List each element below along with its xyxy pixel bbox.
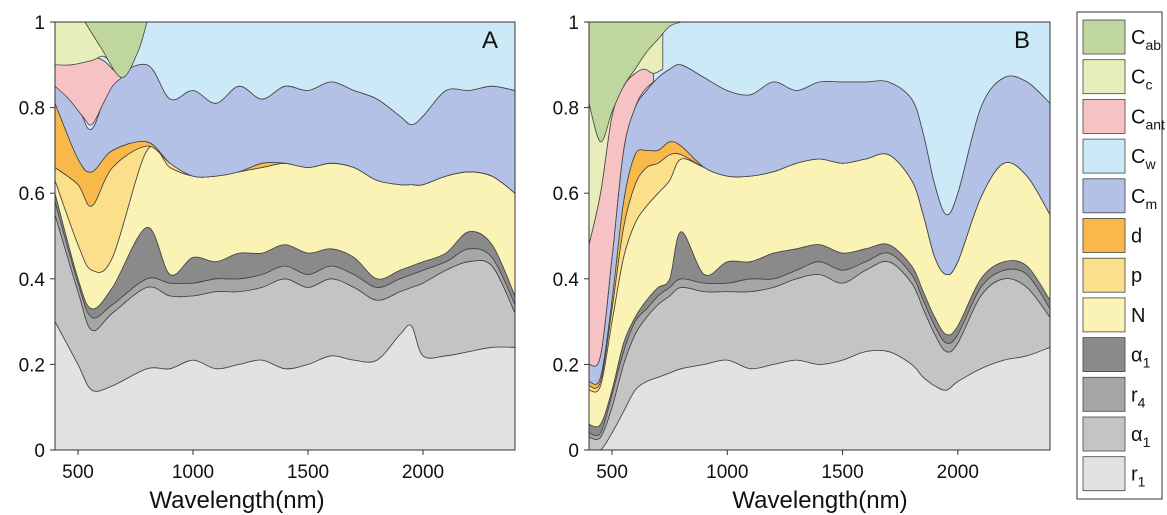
legend-label-base: d bbox=[1131, 226, 1142, 248]
panel-b-x-tick-label: 1500 bbox=[821, 462, 863, 483]
legend-label-r4: r4 bbox=[1131, 384, 1146, 410]
panel-b-y-tick-label: 0.2 bbox=[553, 355, 579, 376]
panel-a-y-tick-label: 0.6 bbox=[19, 184, 45, 205]
legend-swatch-Cm bbox=[1082, 178, 1126, 214]
legend-swatch-d bbox=[1082, 218, 1126, 253]
legend-label-base: α bbox=[1131, 424, 1143, 446]
legend-label-subscript: 1 bbox=[1143, 355, 1151, 371]
legend-label-base: r bbox=[1131, 464, 1138, 486]
panel-a-band-Cab bbox=[84, 22, 148, 78]
legend-label-Cc: Cc bbox=[1131, 67, 1152, 93]
legend-label-base: p bbox=[1131, 265, 1142, 287]
legend-swatch-alpha1_upper bbox=[1082, 337, 1126, 373]
legend-label-subscript: 4 bbox=[1138, 394, 1146, 410]
legend-label-subscript: 1 bbox=[1143, 434, 1151, 450]
legend-swatch-Cant bbox=[1082, 99, 1126, 134]
legend-label-Cm: Cm bbox=[1131, 186, 1157, 212]
legend-swatch-r4 bbox=[1082, 376, 1126, 412]
panel-b-y-tick-label: 0.8 bbox=[553, 99, 579, 120]
panel-b-x-axis-label: Wavelength(nm) bbox=[732, 487, 907, 514]
legend-label-base: C bbox=[1131, 67, 1145, 89]
legend-swatch-N bbox=[1082, 297, 1126, 333]
legend-label-subscript: w bbox=[1144, 156, 1156, 172]
panel-b-band-Cw bbox=[589, 22, 1050, 367]
legend-label-alpha1_upper: α1 bbox=[1131, 345, 1151, 371]
panel-b-y-tick-label: 0.6 bbox=[553, 184, 579, 205]
legend-swatch-p bbox=[1082, 257, 1126, 293]
panel-b-x-tick-label: 1000 bbox=[706, 462, 748, 483]
panel-b-letter: B bbox=[1014, 27, 1030, 54]
legend-label-subscript: m bbox=[1145, 196, 1157, 212]
legend-label-N: N bbox=[1131, 305, 1145, 327]
panel-a-x-tick-label: 2000 bbox=[402, 462, 444, 483]
panel-a-y-tick-label: 0.2 bbox=[19, 355, 45, 376]
panel-b-y-tick-label: 0.4 bbox=[553, 270, 580, 291]
legend-label-subscript: ant bbox=[1145, 116, 1165, 132]
panel-a-y-tick-label: 1 bbox=[34, 13, 45, 34]
panel-b-y-tick-label: 0 bbox=[568, 441, 579, 462]
legend-label-base: C bbox=[1131, 106, 1145, 128]
legend-label-base: C bbox=[1131, 186, 1145, 208]
legend-swatch-Cab bbox=[1082, 19, 1126, 55]
panel-b-plot-area bbox=[589, 22, 1050, 450]
panel-a-letter: A bbox=[482, 27, 498, 54]
legend-label-base: r bbox=[1131, 384, 1138, 406]
panel-a-x-tick-label: 500 bbox=[62, 462, 94, 483]
panel-a-y-tick-label: 0 bbox=[34, 441, 45, 462]
legend-label-subscript: c bbox=[1145, 77, 1152, 93]
legend-label-base: α bbox=[1131, 345, 1143, 367]
legend-swatch-Cw bbox=[1082, 138, 1126, 174]
panel-a-x-tick-label: 1000 bbox=[172, 462, 214, 483]
legend-label-d: d bbox=[1131, 226, 1142, 248]
legend-label-Cw: Cw bbox=[1131, 146, 1156, 172]
panel-a-frame bbox=[54, 21, 516, 451]
legend-label-subscript: 1 bbox=[1138, 474, 1146, 490]
legend-swatch-r1 bbox=[1082, 456, 1126, 492]
panel-a-x-axis-label: Wavelength(nm) bbox=[149, 487, 324, 514]
panel-b-x-tick-label: 500 bbox=[596, 462, 628, 483]
legend-label-r1: r1 bbox=[1131, 464, 1146, 490]
panel-b-y-tick-label: 1 bbox=[568, 13, 579, 34]
legend-label-Cab: Cab bbox=[1131, 27, 1161, 53]
panel-a-band-Cw bbox=[55, 22, 515, 131]
legend-label-p: p bbox=[1131, 265, 1142, 287]
panel-a-y-tick-label: 0.8 bbox=[19, 99, 45, 120]
legend-label-subscript: ab bbox=[1145, 37, 1161, 53]
panel-a-y-tick-label: 0.4 bbox=[19, 270, 46, 291]
panel-a-plot-area bbox=[55, 22, 515, 450]
legend-label-alpha1_lower: α1 bbox=[1131, 424, 1151, 450]
panel-b-frame bbox=[588, 21, 1051, 451]
legend-label-base: N bbox=[1131, 305, 1145, 327]
legend-label-Cant: Cant bbox=[1131, 106, 1165, 132]
panel-b-x-tick-label: 2000 bbox=[937, 462, 979, 483]
panel-a-x-tick-label: 1500 bbox=[287, 462, 329, 483]
legend-swatch-alpha1_lower bbox=[1082, 416, 1126, 452]
legend-label-base: C bbox=[1131, 27, 1145, 49]
legend-swatch-Cc bbox=[1082, 59, 1126, 95]
legend-label-base: C bbox=[1131, 146, 1145, 168]
